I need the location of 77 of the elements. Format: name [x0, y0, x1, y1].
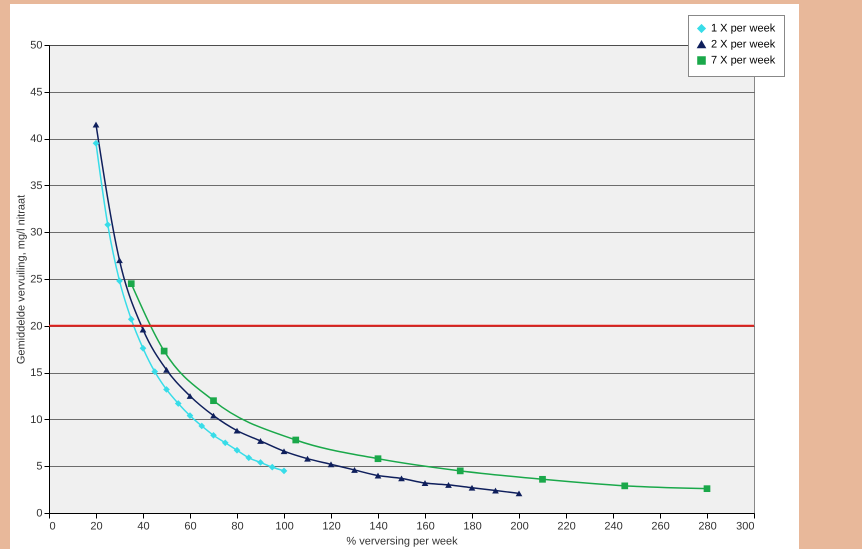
x-axis-title: % verversing per week	[346, 536, 458, 548]
point	[186, 412, 194, 420]
point	[257, 438, 264, 444]
point	[198, 422, 206, 430]
point	[621, 482, 628, 490]
x-tick-label: 120	[322, 520, 341, 532]
point	[210, 432, 217, 439]
point	[116, 257, 123, 264]
x-tick-label: 200	[510, 520, 529, 532]
y-tick-label: 15	[30, 367, 42, 380]
x-tick-label: 300	[736, 520, 754, 532]
legend-label: 7 X per week	[711, 54, 776, 66]
point	[445, 482, 452, 488]
point	[422, 480, 428, 486]
point	[539, 476, 546, 483]
legend-label: 2 X per week	[711, 38, 776, 50]
point	[280, 468, 288, 474]
point	[186, 393, 194, 399]
point	[210, 397, 217, 404]
x-tick-label: 140	[369, 520, 388, 532]
point	[456, 468, 464, 474]
point	[374, 472, 382, 478]
x-tick-label: 180	[463, 520, 482, 532]
point	[140, 344, 146, 352]
point	[268, 464, 276, 470]
x-tick-label: 240	[604, 520, 623, 532]
y-tick-label: 45	[30, 86, 42, 98]
y-tick-label: 0	[36, 508, 42, 520]
point	[234, 446, 240, 454]
x-tick-label: 280	[698, 520, 717, 532]
point	[140, 326, 146, 332]
point	[245, 454, 252, 462]
x-tick-label: 220	[557, 520, 576, 532]
point	[234, 428, 240, 434]
point	[516, 490, 522, 496]
legend-label: 1 X per week	[711, 22, 776, 34]
point	[398, 475, 405, 482]
point	[292, 436, 300, 444]
point	[351, 467, 358, 473]
point	[210, 412, 217, 419]
point	[128, 280, 135, 288]
x-tick-label: 260	[651, 520, 670, 532]
point	[174, 400, 182, 407]
y-tick-label: 30	[30, 226, 42, 239]
point	[128, 316, 135, 323]
point	[222, 439, 229, 446]
point	[163, 386, 170, 393]
point	[374, 455, 382, 462]
x-tick-label: 100	[275, 520, 294, 532]
point	[104, 221, 112, 228]
point	[257, 459, 264, 466]
point	[151, 368, 158, 376]
point	[116, 278, 123, 284]
y-tick-label: 40	[30, 133, 42, 146]
point	[280, 448, 288, 454]
point	[328, 461, 334, 468]
point	[492, 488, 499, 494]
x-tick-label: 0	[50, 520, 56, 532]
x-tick-label: 20	[90, 520, 103, 532]
y-axis-title: Gemiddelde vervuiling, mg/l nitraat	[15, 194, 28, 364]
y-tick-label: 10	[30, 414, 42, 426]
point	[92, 122, 100, 128]
point	[92, 140, 100, 147]
point	[468, 484, 476, 491]
y-tick-label: 50	[30, 40, 42, 52]
x-tick-label: 40	[137, 520, 150, 532]
point	[704, 485, 710, 492]
y-tick-label: 5	[36, 460, 42, 473]
y-tick-label: 20	[30, 320, 42, 332]
x-tick-label: 60	[184, 520, 197, 532]
x-tick-label: 80	[231, 520, 244, 532]
x-tick-label: 160	[416, 520, 435, 532]
point	[163, 366, 170, 373]
y-tick-label: 35	[30, 180, 42, 192]
y-tick-label: 25	[30, 274, 42, 286]
point	[304, 456, 311, 462]
point	[160, 348, 168, 354]
